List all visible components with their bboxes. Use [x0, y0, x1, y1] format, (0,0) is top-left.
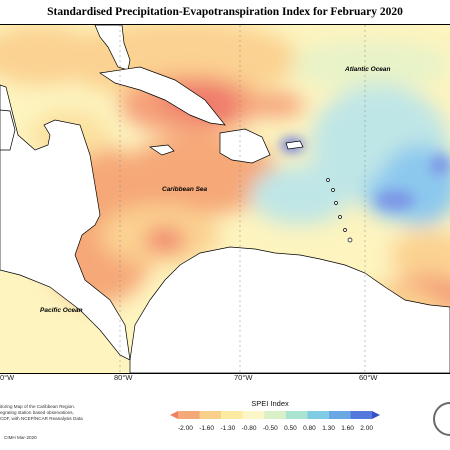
legend-label: -1.30 [220, 425, 236, 432]
credits-text: itoring Map of the Caribbean Region. egr… [0, 404, 110, 422]
label-caribbean: Caribbean Sea [162, 186, 208, 193]
cimh-logo [433, 402, 450, 436]
legend-swatch [264, 411, 286, 419]
legend-label: 1.30 [322, 425, 335, 432]
lon-label-1: 80°W [114, 373, 133, 382]
legend-labels: -2.00 -1.60 -1.30 -0.80 -0.50 0.50 0.80 … [178, 425, 373, 432]
lon-label-3: 60°W [359, 373, 378, 382]
legend-label: 2.00 [360, 425, 373, 432]
copyright-text: CIMH Mar-2020 [4, 435, 37, 440]
label-pacific: Pacific Ocean [40, 307, 83, 314]
land-cuba [99, 66, 226, 126]
land-central-america [0, 84, 131, 361]
legend-swatch [178, 411, 200, 419]
legend-label: 1.60 [341, 425, 354, 432]
legend-label: -0.50 [262, 425, 278, 432]
land-south-america [129, 246, 450, 373]
land-puerto-rico [285, 140, 304, 150]
legend-swatch [242, 411, 265, 419]
map-title: Standardised Precipitation-Evapotranspir… [47, 6, 403, 18]
legend-swatch [350, 411, 372, 419]
legend-swatch [372, 411, 380, 419]
lon-label-0: 0°W [0, 373, 15, 382]
land [0, 25, 450, 373]
legend-label: 0.50 [284, 425, 297, 432]
legend-label: -0.80 [241, 425, 257, 432]
gridlines [119, 25, 366, 373]
legend-swatch [328, 411, 351, 419]
credits-line: egrating station based observations, [0, 410, 74, 415]
land-hispaniola [219, 128, 271, 164]
legend-swatch [307, 411, 329, 419]
legend-label: 0.80 [303, 425, 316, 432]
lon-label-2: 70°W [234, 373, 253, 382]
legend-title: SPEI Index [251, 399, 289, 408]
label-atlantic: Atlantic Ocean [344, 66, 391, 73]
legend-colorbar [170, 411, 380, 419]
legend-label: -1.60 [199, 425, 215, 432]
credits-line: itoring Map of the Caribbean Region. [0, 404, 76, 409]
spei-map: Atlantic Ocean Caribbean Sea Pacific Oce… [0, 24, 450, 374]
legend-swatch [221, 411, 243, 419]
credits-line: CDF, with NCEP/NCAR Reanalysis Data [0, 416, 83, 421]
legend-swatch [199, 411, 222, 419]
legend-label: -2.00 [178, 425, 193, 432]
land-yucatan [0, 109, 16, 151]
land-jamaica [149, 144, 175, 156]
legend-swatch [285, 411, 308, 419]
legend-swatch [170, 411, 178, 419]
